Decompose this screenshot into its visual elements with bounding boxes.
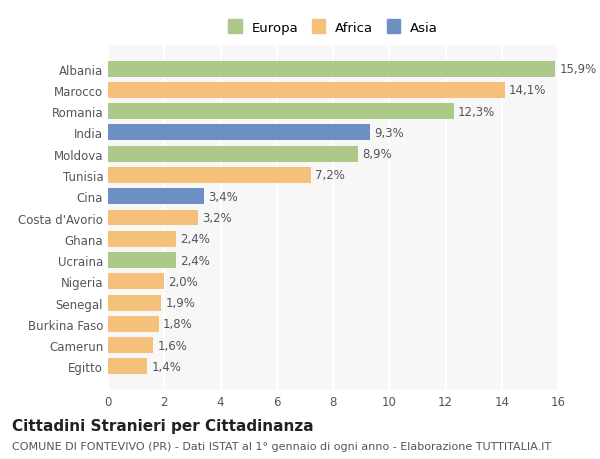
Bar bbox=[108, 358, 148, 375]
Text: 15,9%: 15,9% bbox=[559, 63, 596, 76]
Bar bbox=[108, 274, 164, 290]
Text: 3,2%: 3,2% bbox=[202, 212, 232, 224]
Text: 2,4%: 2,4% bbox=[180, 254, 209, 267]
Bar bbox=[108, 337, 153, 353]
Text: 8,9%: 8,9% bbox=[362, 148, 392, 161]
Text: 1,9%: 1,9% bbox=[166, 297, 196, 309]
Bar bbox=[108, 104, 454, 120]
Text: 12,3%: 12,3% bbox=[458, 106, 496, 118]
Text: 14,1%: 14,1% bbox=[509, 84, 546, 97]
Bar bbox=[108, 125, 370, 141]
Bar bbox=[108, 146, 358, 162]
Text: 1,6%: 1,6% bbox=[157, 339, 187, 352]
Bar bbox=[108, 210, 198, 226]
Text: 2,4%: 2,4% bbox=[180, 233, 209, 246]
Bar bbox=[108, 83, 505, 99]
Text: Cittadini Stranieri per Cittadinanza: Cittadini Stranieri per Cittadinanza bbox=[12, 418, 314, 433]
Bar bbox=[108, 252, 176, 269]
Bar bbox=[108, 295, 161, 311]
Text: 2,0%: 2,0% bbox=[169, 275, 198, 288]
Bar bbox=[108, 168, 311, 184]
Bar bbox=[108, 189, 203, 205]
Text: 3,4%: 3,4% bbox=[208, 190, 238, 203]
Bar bbox=[108, 231, 176, 247]
Text: 1,4%: 1,4% bbox=[152, 360, 181, 373]
Legend: Europa, Africa, Asia: Europa, Africa, Asia bbox=[224, 18, 442, 39]
Text: 9,3%: 9,3% bbox=[374, 127, 404, 140]
Bar bbox=[108, 316, 158, 332]
Bar bbox=[108, 62, 555, 78]
Text: 1,8%: 1,8% bbox=[163, 318, 193, 330]
Text: 7,2%: 7,2% bbox=[315, 169, 344, 182]
Text: COMUNE DI FONTEVIVO (PR) - Dati ISTAT al 1° gennaio di ogni anno - Elaborazione : COMUNE DI FONTEVIVO (PR) - Dati ISTAT al… bbox=[12, 441, 551, 451]
